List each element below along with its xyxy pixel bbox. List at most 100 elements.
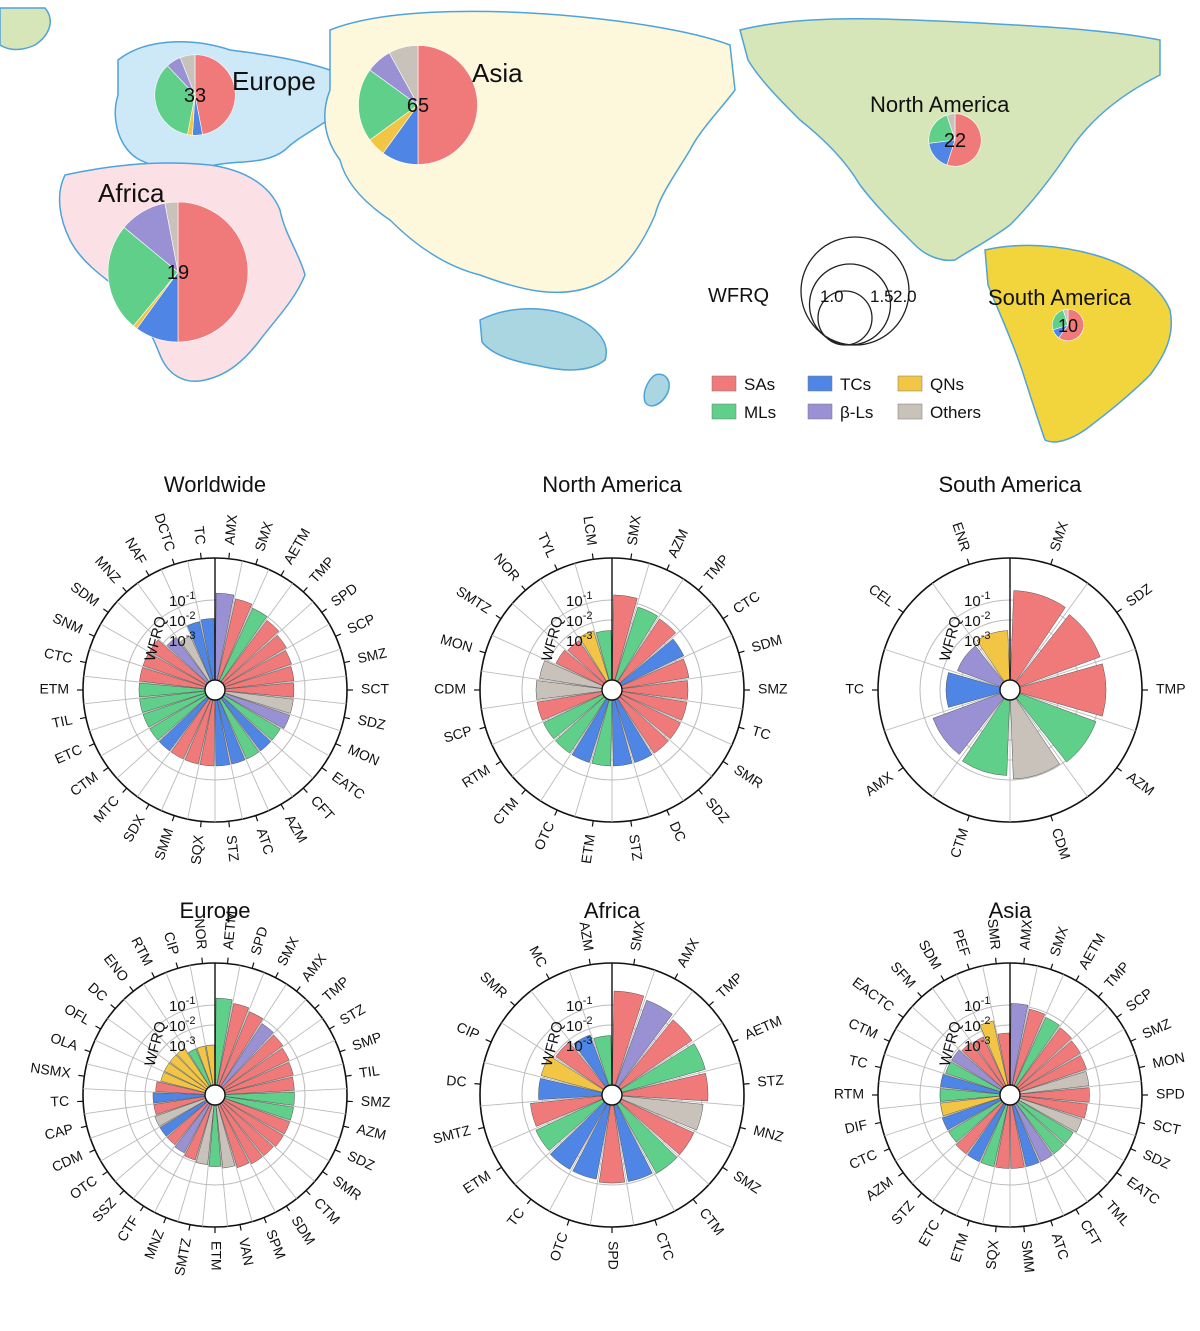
region-label-south-america: South America bbox=[988, 285, 1132, 310]
wfrq-size-legend: WFRQ 1.0 1.5 2.0 bbox=[708, 236, 917, 346]
spoke bbox=[616, 1103, 676, 1212]
tick-mark bbox=[84, 1049, 91, 1053]
category-label-smtz: SMTZ bbox=[453, 583, 494, 617]
tick-mark bbox=[697, 789, 703, 795]
category-label-ctm: CTM bbox=[696, 1205, 727, 1239]
category-label-smx: SMX bbox=[627, 919, 648, 952]
category-label-smz: SMZ bbox=[361, 1093, 392, 1110]
spoke bbox=[223, 694, 330, 757]
spoke bbox=[481, 690, 603, 710]
tick-mark bbox=[103, 767, 109, 772]
tick-mark bbox=[591, 553, 594, 560]
size-legend-label: WFRQ bbox=[708, 285, 769, 307]
spoke bbox=[614, 970, 656, 1086]
category-label-rtm: RTM bbox=[128, 934, 156, 968]
spoke bbox=[224, 692, 341, 732]
pie-count-africa: 19 bbox=[167, 262, 189, 284]
pie-slice-europe-others bbox=[179, 54, 196, 96]
spoke bbox=[218, 698, 270, 811]
category-label-dctc: DCTC bbox=[151, 511, 178, 553]
tick-mark bbox=[722, 1166, 728, 1171]
spoke bbox=[1019, 1097, 1136, 1137]
category-label-smp: SMP bbox=[350, 1029, 384, 1054]
chart-title: Europe bbox=[180, 898, 251, 923]
pie-slice-europe-sas bbox=[194, 54, 236, 135]
tick-mark bbox=[1116, 1013, 1122, 1018]
category-label-etm: ETM bbox=[39, 681, 69, 697]
category-label-scp: SCP bbox=[442, 722, 474, 745]
tick-mark bbox=[322, 1171, 328, 1176]
tick-mark bbox=[339, 1049, 346, 1053]
tick-mark bbox=[1075, 1209, 1080, 1215]
category-label-spd: SPD bbox=[328, 580, 361, 610]
tick-exponent: -2 bbox=[186, 1015, 196, 1027]
category-label-tmp: TMP bbox=[1156, 681, 1186, 697]
tick-mark bbox=[1075, 975, 1080, 981]
new-zealand-landmass bbox=[643, 373, 670, 407]
spoke bbox=[219, 1103, 276, 1213]
spoke bbox=[223, 1099, 330, 1162]
spoke bbox=[90, 1097, 206, 1139]
greenland-landmass bbox=[0, 7, 51, 51]
spoke bbox=[982, 965, 1009, 1086]
category-label-aetm: AETM bbox=[742, 1012, 784, 1042]
tick-mark bbox=[129, 986, 134, 992]
category-label-van: VAN bbox=[236, 1237, 257, 1267]
category-label-ofl: OFL bbox=[62, 1000, 94, 1028]
region-pies: 33 Europe 65 Asia 22 North America 19 Africa 10 S… bbox=[98, 45, 1132, 343]
spoke bbox=[160, 569, 212, 682]
category-label-azm: AZM bbox=[664, 526, 691, 560]
tick-mark bbox=[201, 957, 204, 964]
center-hole bbox=[204, 679, 226, 701]
pie-count-europe: 33 bbox=[184, 85, 206, 107]
tick-mark bbox=[305, 1190, 311, 1196]
category-label-cip: CIP bbox=[161, 930, 183, 957]
tick-mark bbox=[674, 973, 679, 980]
tick-mark bbox=[1050, 1220, 1054, 1227]
spoke bbox=[224, 675, 347, 690]
spoke bbox=[143, 983, 210, 1087]
tick-exponent: -2 bbox=[583, 1015, 593, 1027]
category-label-azm: AZM bbox=[1124, 768, 1157, 798]
spoke bbox=[1015, 987, 1088, 1088]
spoke bbox=[84, 1095, 206, 1115]
category-label-etc: ETC bbox=[52, 741, 84, 767]
tick-mark bbox=[314, 1004, 320, 1010]
center-hole bbox=[204, 1084, 226, 1106]
tick-mark bbox=[1023, 957, 1026, 964]
tick-mark bbox=[263, 1217, 267, 1224]
pie-count-asia: 65 bbox=[407, 95, 429, 117]
category-label-sct: SCT bbox=[361, 681, 389, 697]
spoke bbox=[165, 972, 212, 1086]
spoke bbox=[621, 690, 743, 710]
category-label-ctm: CTM bbox=[947, 826, 972, 860]
tick-mark bbox=[697, 585, 703, 591]
spoke bbox=[137, 582, 210, 683]
spoke bbox=[116, 601, 208, 684]
size-legend-circle bbox=[817, 290, 873, 346]
category-label-ctm: CTM bbox=[490, 794, 522, 827]
spoke bbox=[982, 1104, 1009, 1225]
radial-axis-label: WFRQ bbox=[937, 615, 965, 664]
pie-slice-africa-others bbox=[164, 201, 179, 273]
spoke bbox=[1019, 1053, 1136, 1093]
tick-exponent: -3 bbox=[186, 1035, 196, 1047]
tick-exponent: -3 bbox=[981, 630, 991, 642]
tick-mark bbox=[739, 1126, 746, 1130]
spoke bbox=[1015, 582, 1088, 683]
spoke bbox=[123, 999, 209, 1089]
tick-mark bbox=[255, 815, 259, 822]
spoke bbox=[911, 1101, 1003, 1184]
radial-axis-label: WFRQ bbox=[142, 1020, 170, 1069]
pie-slice-north-america-others bbox=[946, 113, 956, 141]
spoke bbox=[511, 603, 605, 684]
category-label-otc: OTC bbox=[546, 1230, 571, 1263]
tick-mark bbox=[521, 789, 527, 795]
spoke bbox=[133, 1102, 210, 1200]
oceania-landmass bbox=[479, 308, 607, 371]
category-label-cft: CFT bbox=[1077, 1217, 1105, 1249]
spoke bbox=[215, 1104, 228, 1227]
